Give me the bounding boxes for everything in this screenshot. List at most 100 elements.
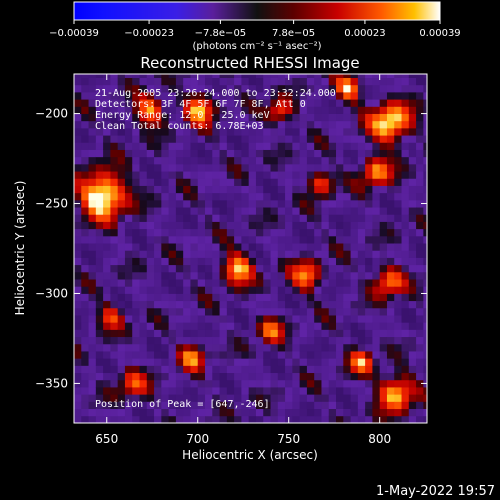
heatmap-cell bbox=[219, 120, 228, 129]
heatmap-cell bbox=[306, 329, 315, 338]
heatmap-cell bbox=[132, 235, 140, 244]
heatmap-cell bbox=[190, 199, 199, 208]
heatmap-cell bbox=[401, 106, 410, 114]
heatmap-cell bbox=[401, 271, 410, 280]
heatmap-cell bbox=[183, 307, 191, 316]
heatmap-cell bbox=[365, 235, 373, 244]
heatmap-cell bbox=[124, 99, 133, 107]
heatmap-cell bbox=[372, 365, 381, 374]
heatmap-cell bbox=[241, 243, 250, 251]
heatmap-cell bbox=[285, 214, 293, 222]
heatmap-cell bbox=[212, 365, 220, 374]
heatmap-cell bbox=[277, 250, 286, 258]
heatmap-cell bbox=[255, 300, 264, 309]
heatmap-cell bbox=[241, 250, 250, 258]
heatmap-cell bbox=[408, 135, 417, 143]
heatmap-cell bbox=[110, 394, 119, 402]
heatmap-cell bbox=[292, 156, 301, 165]
heatmap-cell bbox=[110, 387, 119, 395]
heatmap-cell bbox=[314, 192, 322, 201]
heatmap-cell bbox=[81, 379, 89, 388]
heatmap-cell bbox=[299, 343, 308, 352]
heatmap-cell bbox=[190, 171, 199, 179]
heatmap-cell bbox=[212, 228, 220, 237]
heatmap-cell bbox=[292, 74, 301, 78]
heatmap-cell bbox=[343, 372, 351, 381]
heatmap-cell bbox=[234, 394, 242, 402]
heatmap-cell bbox=[154, 221, 162, 230]
heatmap-cell bbox=[212, 250, 220, 258]
heatmap-cell bbox=[328, 142, 337, 150]
heatmap-cell bbox=[132, 214, 140, 222]
heatmap-cell bbox=[386, 271, 395, 280]
heatmap-cell bbox=[154, 322, 162, 330]
heatmap-cell bbox=[292, 322, 301, 330]
heatmap-cell bbox=[408, 171, 417, 179]
heatmap-cell bbox=[416, 307, 424, 316]
heatmap-cell bbox=[343, 387, 351, 395]
heatmap-cell bbox=[95, 74, 104, 78]
heatmap-cell bbox=[416, 401, 424, 410]
heatmap-cell bbox=[110, 235, 119, 244]
heatmap-cell bbox=[234, 228, 242, 237]
heatmap-cell bbox=[161, 408, 170, 417]
heatmap-cell bbox=[74, 336, 82, 345]
heatmap-cell bbox=[343, 315, 351, 323]
heatmap-cell bbox=[350, 379, 359, 388]
heatmap-cell bbox=[205, 84, 213, 93]
heatmap-cell bbox=[357, 293, 366, 302]
heatmap-cell bbox=[336, 343, 344, 352]
footer-timestamp: 1-May-2022 19:57 bbox=[376, 484, 495, 499]
heatmap-cell bbox=[81, 336, 89, 345]
heatmap-cell bbox=[175, 243, 184, 251]
heatmap-cell bbox=[299, 192, 308, 201]
heatmap-cell bbox=[234, 358, 242, 366]
heatmap-cell bbox=[74, 351, 82, 359]
heatmap-cell bbox=[292, 91, 301, 100]
heatmap-cell bbox=[95, 171, 104, 179]
heatmap-cell bbox=[306, 365, 315, 374]
heatmap-cell bbox=[314, 358, 322, 366]
heatmap-cell bbox=[197, 300, 206, 309]
heatmap-cell bbox=[88, 315, 97, 323]
heatmap-cell bbox=[226, 264, 235, 273]
heatmap-cell bbox=[408, 185, 417, 194]
heatmap-cell bbox=[372, 106, 381, 114]
heatmap-cell bbox=[365, 394, 373, 402]
heatmap-cell bbox=[234, 99, 242, 107]
heatmap-cell bbox=[401, 235, 410, 244]
heatmap-cell bbox=[255, 99, 264, 107]
heatmap-cell bbox=[168, 286, 177, 294]
heatmap-cell bbox=[103, 315, 111, 323]
heatmap-cell bbox=[226, 149, 235, 158]
heatmap-cell bbox=[416, 84, 424, 93]
heatmap-cell bbox=[401, 250, 410, 258]
heatmap-cell bbox=[306, 192, 315, 201]
heatmap-cell bbox=[255, 365, 264, 374]
heatmap-cell bbox=[248, 178, 257, 186]
heatmap-cell bbox=[401, 387, 410, 395]
heatmap-cell bbox=[183, 300, 191, 309]
heatmap-cell bbox=[117, 156, 126, 165]
heatmap-cell bbox=[95, 106, 104, 114]
heatmap-cell bbox=[132, 91, 140, 100]
heatmap-cell bbox=[226, 228, 235, 237]
heatmap-cell bbox=[154, 329, 162, 338]
heatmap-cell bbox=[219, 343, 228, 352]
heatmap-cell bbox=[117, 228, 126, 237]
heatmap-cell bbox=[197, 77, 206, 86]
heatmap-cell bbox=[88, 394, 97, 402]
heatmap-cell bbox=[205, 192, 213, 201]
heatmap-cell bbox=[110, 199, 119, 208]
heatmap-cell bbox=[146, 221, 155, 230]
heatmap-cell bbox=[314, 379, 322, 388]
heatmap-cell bbox=[132, 199, 140, 208]
heatmap-cell bbox=[74, 250, 82, 258]
heatmap-cell bbox=[168, 250, 177, 258]
heatmap-cell bbox=[197, 401, 206, 410]
heatmap-cell bbox=[365, 127, 373, 136]
heatmap-cell bbox=[241, 286, 250, 294]
heatmap-cell bbox=[292, 199, 301, 208]
heatmap-cell bbox=[183, 387, 191, 395]
heatmap-cell bbox=[277, 408, 286, 417]
